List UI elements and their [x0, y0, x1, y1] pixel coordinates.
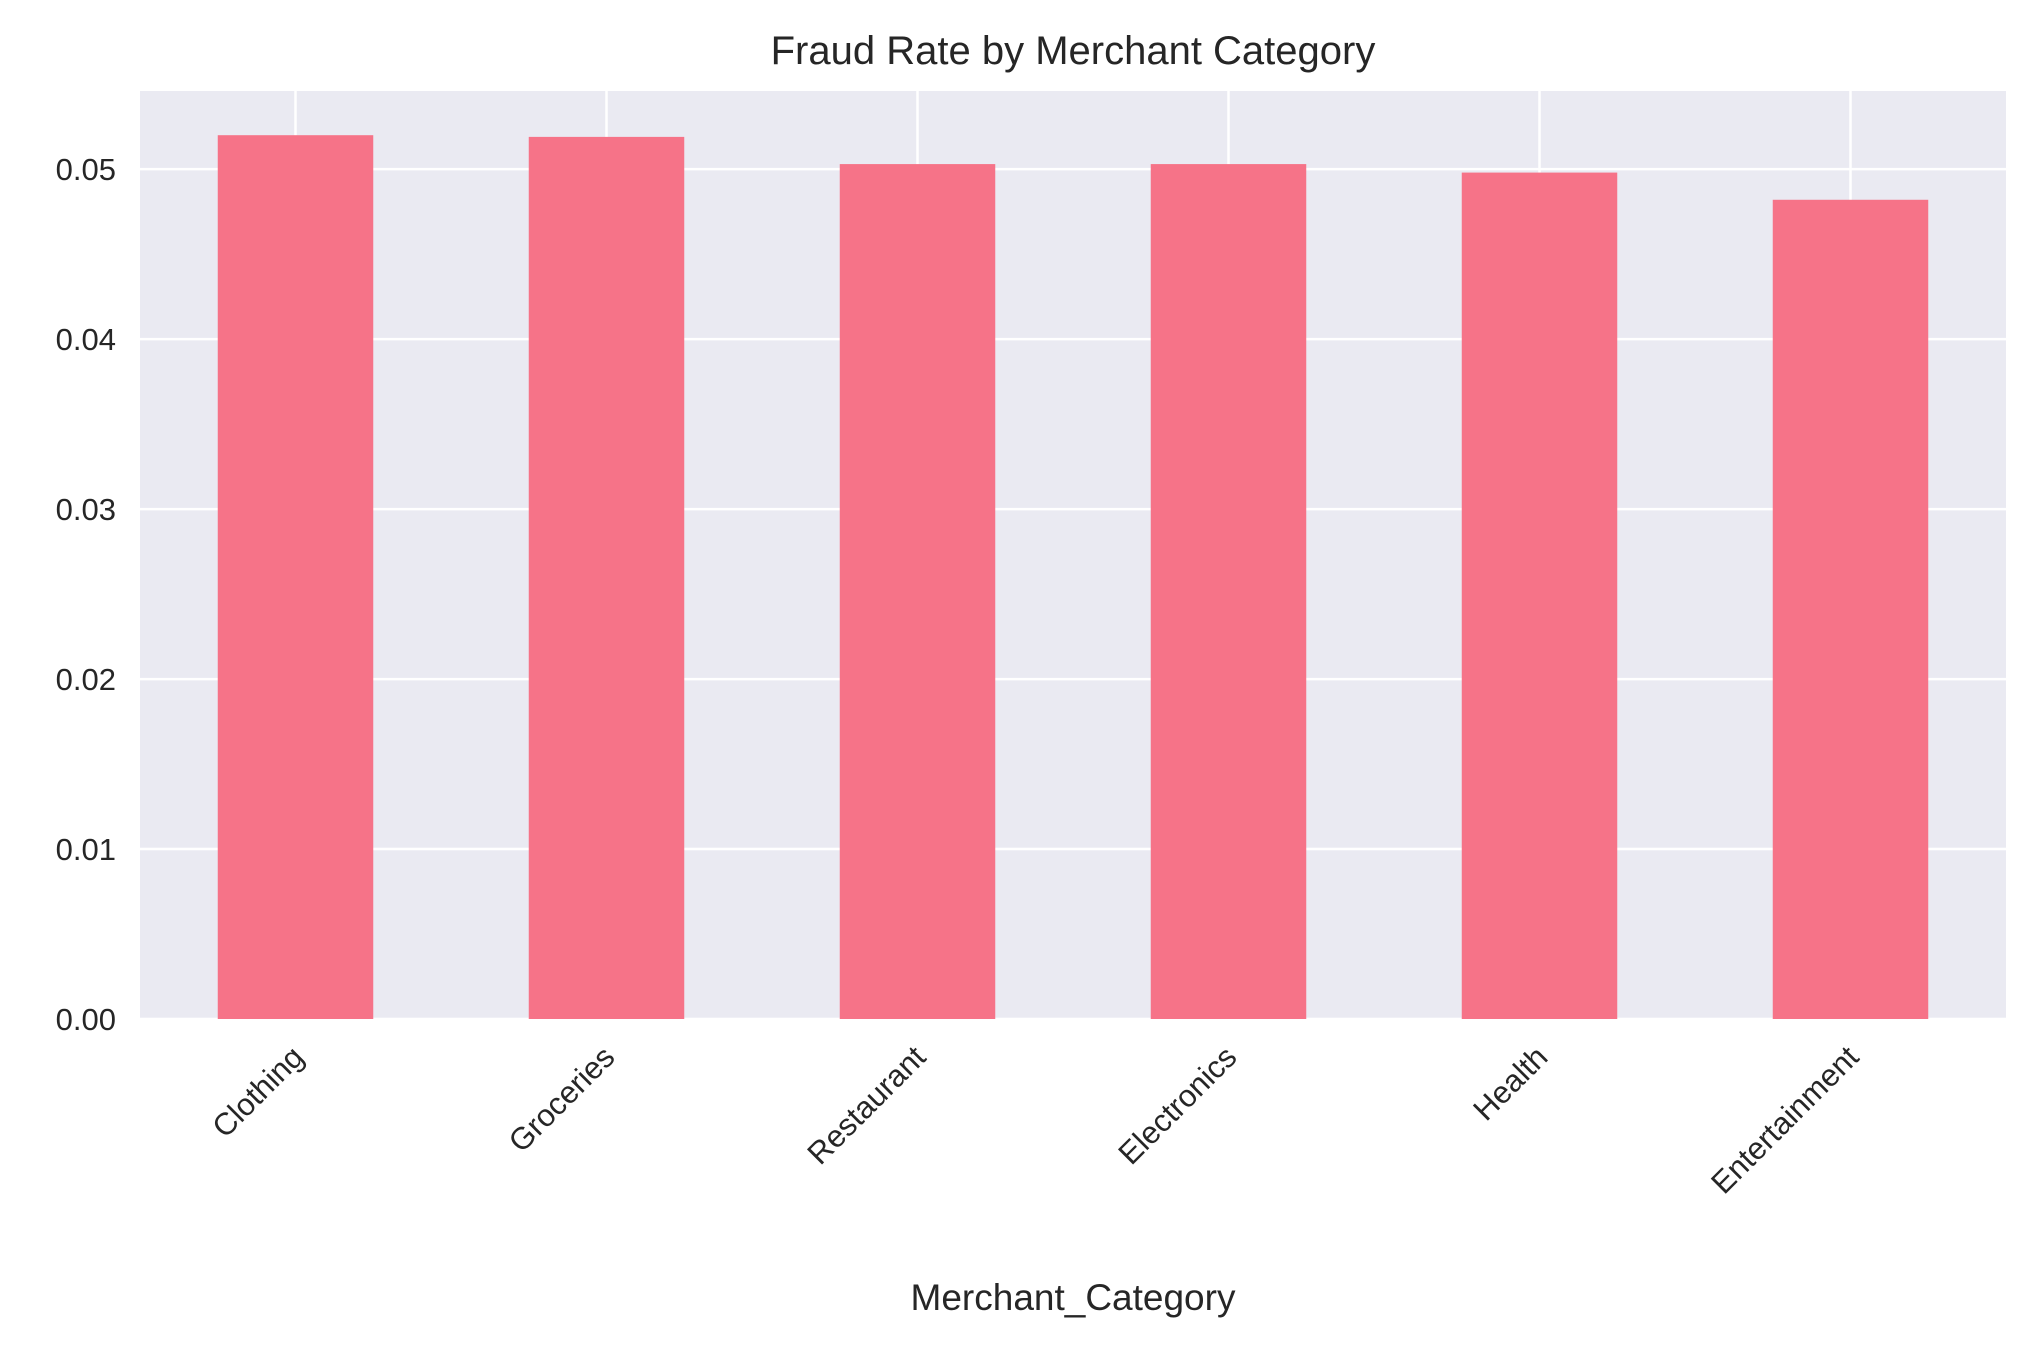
x-axis-label: Merchant_Category: [911, 1277, 1236, 1318]
x-axis-ticks: Clothing Groceries Restaurant Electronics He…: [205, 1039, 1865, 1200]
plot-area: [140, 91, 2006, 1019]
chart-title: Fraud Rate by Merchant Category: [771, 29, 1376, 73]
x-tick-label: Restaurant: [800, 1039, 932, 1171]
bar-entertainment: [1772, 199, 1929, 1019]
y-axis-ticks: 0.00 0.01 0.02 0.03 0.04 0.05: [56, 152, 116, 1037]
bar-electronics: [1150, 164, 1307, 1020]
x-tick-label: Groceries: [502, 1039, 622, 1159]
bar-restaurant: [839, 164, 996, 1020]
y-tick-label: 0.01: [56, 832, 116, 867]
x-tick-label: Health: [1466, 1039, 1554, 1127]
bars: [217, 135, 1929, 1020]
bar-health: [1461, 172, 1618, 1020]
x-tick-label: Electronics: [1111, 1039, 1243, 1171]
y-tick-label: 0.03: [56, 492, 116, 527]
y-tick-label: 0.02: [56, 662, 116, 697]
bar-clothing: [217, 135, 374, 1019]
y-tick-label: 0.05: [56, 152, 116, 187]
y-tick-label: 0.00: [56, 1002, 116, 1037]
bar-groceries: [528, 136, 685, 1019]
x-tick-label: Clothing: [205, 1039, 310, 1144]
y-tick-label: 0.04: [56, 322, 116, 357]
x-tick-label: Entertainment: [1704, 1039, 1865, 1200]
